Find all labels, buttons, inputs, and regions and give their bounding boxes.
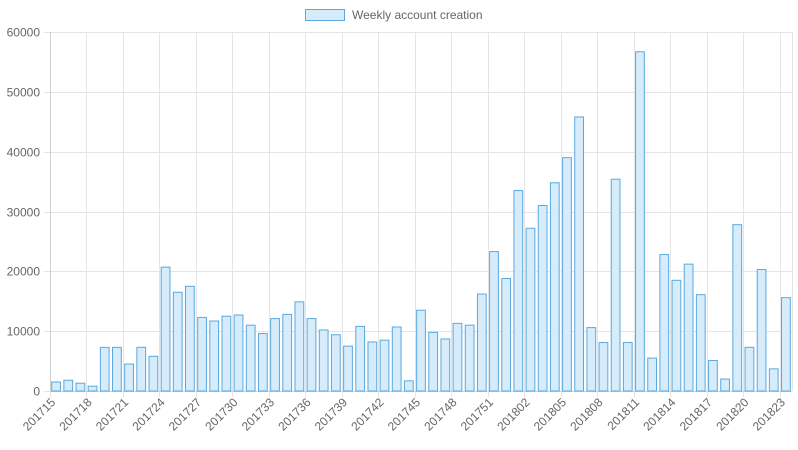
bar[interactable]	[525, 227, 536, 392]
x-tick-label: 201748	[421, 395, 459, 433]
bar[interactable]	[355, 325, 366, 392]
bar[interactable]	[294, 301, 305, 392]
bar[interactable]	[720, 378, 730, 392]
x-tick-label: 201721	[93, 395, 131, 433]
x-tick-label: 201736	[275, 395, 313, 433]
bar[interactable]	[403, 380, 414, 392]
bar[interactable]	[586, 327, 597, 392]
bar[interactable]	[391, 326, 402, 392]
bar[interactable]	[99, 346, 110, 392]
x-tick-label: 201805	[531, 395, 569, 433]
bar[interactable]	[562, 157, 572, 392]
x-tick-label: 201802	[494, 395, 532, 433]
bar[interactable]	[647, 357, 657, 392]
y-tick-label: 0	[33, 385, 40, 399]
bar[interactable]	[112, 346, 122, 392]
bar[interactable]	[172, 291, 183, 392]
x-tick-label: 201808	[567, 395, 605, 433]
bar[interactable]	[513, 190, 524, 392]
bar[interactable]	[732, 224, 743, 392]
x-tick-label: 201730	[202, 395, 240, 433]
bar[interactable]	[464, 324, 475, 392]
bar[interactable]	[659, 254, 670, 392]
bar[interactable]	[610, 178, 621, 392]
bar[interactable]	[440, 338, 451, 392]
bar[interactable]	[452, 322, 463, 392]
x-tick-label: 201724	[130, 395, 168, 433]
bar[interactable]	[428, 331, 439, 392]
bars	[51, 51, 791, 392]
bar[interactable]	[744, 346, 755, 392]
y-axis: 0 10000 20000 30000 40000 50000 60000	[7, 26, 41, 399]
legend-swatch[interactable]	[305, 9, 345, 21]
bar[interactable]	[63, 379, 74, 392]
bar[interactable]	[683, 263, 694, 392]
bar[interactable]	[270, 318, 280, 392]
bar[interactable]	[549, 182, 560, 392]
bar[interactable]	[574, 116, 585, 392]
bar[interactable]	[245, 324, 256, 392]
bar[interactable]	[185, 285, 195, 392]
bar[interactable]	[695, 294, 706, 392]
bar[interactable]	[257, 333, 268, 392]
y-tick-label: 30000	[7, 206, 41, 220]
bar[interactable]	[209, 320, 220, 392]
x-tick-label: 201733	[239, 395, 277, 433]
bar[interactable]	[87, 385, 98, 392]
y-tick-label: 20000	[7, 265, 41, 279]
bar[interactable]	[501, 278, 512, 392]
y-tick-label: 60000	[7, 26, 41, 40]
x-tick-label: 201820	[713, 395, 751, 433]
bar[interactable]	[343, 345, 353, 392]
x-tick-label: 201814	[640, 395, 678, 433]
y-tick-label: 40000	[7, 146, 41, 160]
x-tick-label: 201727	[166, 395, 204, 433]
bar[interactable]	[379, 339, 390, 392]
x-tick-label: 201739	[312, 395, 350, 433]
bar[interactable]	[282, 313, 293, 392]
y-tick-label: 50000	[7, 86, 41, 100]
bar[interactable]	[75, 382, 86, 392]
bar[interactable]	[51, 381, 61, 392]
bar[interactable]	[768, 368, 779, 392]
bar[interactable]	[330, 334, 341, 392]
bar[interactable]	[136, 346, 147, 392]
bar[interactable]	[318, 329, 329, 392]
y-tick-label: 10000	[7, 325, 41, 339]
x-tick-label: 201745	[385, 395, 423, 433]
x-tick-label: 201823	[750, 395, 788, 433]
x-tick-label: 201817	[677, 395, 715, 433]
x-tick-label: 201811	[605, 395, 643, 433]
bar[interactable]	[221, 315, 232, 392]
bar[interactable]	[124, 363, 134, 392]
x-tick-label: 201718	[57, 395, 95, 433]
bar[interactable]	[537, 205, 548, 392]
bar[interactable]	[416, 309, 426, 392]
x-tick-label: 201715	[20, 395, 58, 433]
bar[interactable]	[367, 341, 378, 392]
bar[interactable]	[476, 293, 487, 392]
bar[interactable]	[671, 279, 682, 392]
bar[interactable]	[197, 316, 207, 392]
legend-label[interactable]: Weekly account creation	[352, 8, 483, 22]
bar[interactable]	[306, 318, 317, 392]
bar[interactable]	[489, 251, 499, 392]
x-axis: 2017152017182017212017242017272017302017…	[20, 395, 788, 433]
bar[interactable]	[598, 342, 609, 392]
x-tick-label: 201742	[348, 395, 386, 433]
bar[interactable]	[148, 355, 159, 392]
bar[interactable]	[233, 314, 244, 392]
bar[interactable]	[160, 266, 171, 392]
bar[interactable]	[781, 297, 791, 392]
bar[interactable]	[708, 359, 718, 392]
bar[interactable]	[635, 51, 645, 392]
x-tick-label: 201751	[458, 395, 496, 433]
bar[interactable]	[756, 269, 767, 392]
bar[interactable]	[622, 342, 633, 392]
